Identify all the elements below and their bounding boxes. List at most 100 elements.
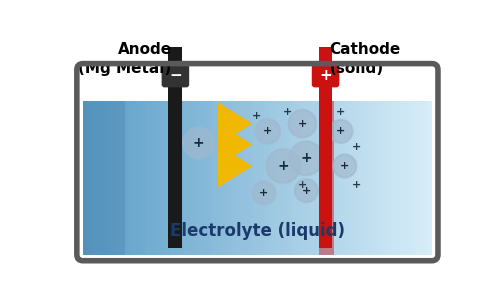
Text: +: + — [298, 119, 307, 129]
Bar — [226, 100, 230, 254]
Circle shape — [256, 119, 280, 144]
Bar — [180, 100, 184, 254]
Bar — [289, 100, 292, 254]
Bar — [125, 100, 128, 254]
Text: +: + — [278, 159, 289, 173]
Bar — [177, 100, 181, 254]
Bar — [212, 100, 216, 254]
Bar — [338, 100, 342, 254]
Circle shape — [333, 155, 356, 178]
Polygon shape — [218, 144, 252, 187]
Bar — [394, 100, 398, 254]
Text: +: + — [352, 180, 361, 190]
Bar — [202, 100, 205, 254]
Bar — [366, 100, 370, 254]
Bar — [222, 100, 226, 254]
Bar — [327, 100, 331, 254]
Text: +: + — [260, 188, 268, 198]
Bar — [191, 100, 195, 254]
Bar — [128, 100, 132, 254]
Polygon shape — [218, 102, 252, 145]
Text: −: − — [169, 68, 182, 83]
Circle shape — [183, 127, 214, 158]
Bar — [386, 100, 390, 254]
Text: +: + — [336, 126, 345, 136]
Bar — [408, 100, 412, 254]
Bar — [174, 100, 178, 254]
Bar — [258, 100, 262, 254]
Bar — [425, 100, 428, 254]
Bar — [318, 100, 334, 254]
Bar — [170, 100, 174, 254]
Bar — [108, 100, 112, 254]
Bar — [236, 100, 240, 254]
Bar — [139, 100, 142, 254]
FancyBboxPatch shape — [162, 65, 188, 87]
Bar — [114, 100, 118, 254]
Bar — [254, 100, 258, 254]
Bar — [83, 70, 432, 100]
Bar — [142, 100, 146, 254]
Bar — [153, 100, 156, 254]
Bar — [369, 100, 373, 254]
Bar — [104, 100, 108, 254]
Text: +: + — [336, 107, 345, 117]
Bar — [205, 100, 209, 254]
Bar — [310, 100, 314, 254]
Bar — [244, 100, 248, 254]
Text: +: + — [319, 68, 332, 83]
Bar — [400, 100, 404, 254]
Bar — [261, 100, 265, 254]
Text: +: + — [192, 136, 204, 150]
Bar — [264, 100, 268, 254]
Bar — [292, 100, 296, 254]
Bar — [404, 100, 408, 254]
Bar — [247, 100, 251, 254]
Text: Electrolyte (liquid): Electrolyte (liquid) — [170, 222, 345, 240]
Bar — [411, 100, 415, 254]
Bar — [306, 100, 310, 254]
Bar — [216, 100, 220, 254]
Circle shape — [330, 120, 352, 143]
Bar — [300, 100, 303, 254]
Bar — [219, 100, 223, 254]
Bar — [111, 100, 115, 254]
Bar — [380, 100, 384, 254]
Circle shape — [266, 149, 300, 183]
Bar — [362, 100, 366, 254]
FancyBboxPatch shape — [312, 65, 338, 87]
Bar — [240, 100, 244, 254]
Bar — [418, 100, 422, 254]
Bar — [132, 100, 136, 254]
Bar — [86, 100, 90, 254]
Bar — [316, 100, 320, 254]
Bar — [355, 100, 359, 254]
Bar — [97, 100, 101, 254]
Bar — [286, 100, 289, 254]
Bar — [194, 100, 198, 254]
Bar — [118, 100, 122, 254]
Bar — [348, 100, 352, 254]
Bar — [160, 100, 164, 254]
Bar — [383, 100, 387, 254]
Circle shape — [252, 181, 276, 205]
Bar — [198, 100, 202, 254]
Bar — [341, 100, 345, 254]
Polygon shape — [218, 123, 252, 166]
Bar — [136, 100, 139, 254]
Text: +: + — [263, 126, 272, 136]
Circle shape — [288, 110, 316, 138]
Bar — [397, 100, 401, 254]
Bar — [352, 100, 356, 254]
Bar — [146, 100, 150, 254]
Bar — [233, 100, 237, 254]
Bar — [168, 48, 182, 248]
Bar — [278, 100, 282, 254]
Text: +: + — [352, 142, 361, 152]
Bar — [275, 100, 278, 254]
Bar — [414, 100, 418, 254]
Bar — [318, 48, 332, 248]
Bar — [90, 100, 94, 254]
Bar — [188, 100, 192, 254]
Bar — [344, 100, 348, 254]
